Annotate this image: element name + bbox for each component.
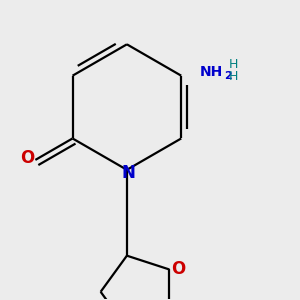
Text: NH: NH: [200, 65, 223, 80]
Text: N: N: [122, 164, 136, 182]
Text: 2: 2: [224, 71, 232, 81]
Text: O: O: [172, 260, 186, 278]
Text: H: H: [228, 58, 238, 70]
Text: H: H: [228, 70, 238, 83]
Text: O: O: [20, 149, 34, 167]
